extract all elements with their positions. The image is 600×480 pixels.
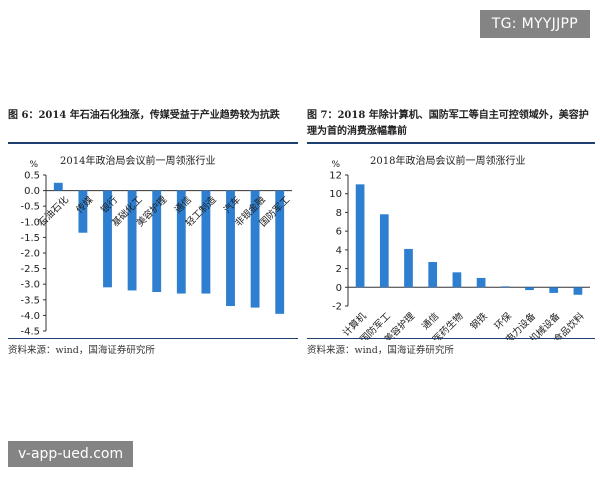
chart-2-bar: [355, 184, 365, 288]
chart-2-ytick-label: 0: [336, 283, 342, 294]
watermark-badge-bottom: v-app-ued.com: [8, 441, 134, 467]
chart-2-ytick-label: 12: [329, 171, 342, 182]
figure-7-caption: 图 7：2018 年除计算机、国防军工等自主可控领域外，美容护理为首的消费涨幅靠…: [307, 110, 589, 137]
figure-6-rule: [8, 142, 298, 144]
chart-2-bar: [525, 287, 534, 291]
chart-2-bar: [573, 287, 583, 295]
chart-2-category-label: 钢铁: [468, 310, 490, 332]
chart-1-ytick-label: -3.0: [20, 280, 40, 291]
chart-1-ytick-label: -3.5: [20, 295, 40, 306]
chart-2-bar: [452, 272, 462, 288]
chart-1-category-label: 汽车: [221, 194, 243, 216]
chart-2-bar: [500, 286, 510, 288]
chart-2-bar: [404, 248, 413, 288]
chart-2-ytick-label: 6: [336, 227, 342, 238]
chart-2-bar: [428, 262, 438, 288]
chart-2-title: 2018年政治局会议前一周领涨行业: [370, 156, 526, 167]
chart-2-ytick-label: -2: [332, 302, 342, 313]
chart-1-bar: [226, 190, 235, 307]
figure-7-rule: [307, 142, 595, 144]
chart-2-category-label: 环保: [492, 310, 514, 332]
chart-1-ytick-label: -0.5: [20, 202, 40, 213]
figure-7-bottom-rule: [307, 338, 595, 339]
chart-1-bar: [103, 190, 112, 288]
chart-1-bar: [53, 182, 63, 191]
figure-7-source: 资料来源：wind，国海证券研究所: [307, 345, 454, 356]
chart-1-ytick-label: -4.0: [20, 311, 40, 322]
chart-2-ytick-label: 2: [336, 264, 342, 275]
chart-2-bar: [379, 214, 389, 288]
chart-1-ytick-label: 0.5: [24, 171, 40, 182]
chart-1-ytick-label: 0.0: [24, 186, 40, 197]
chart-1-title: 2014年政治局会议前一周领涨行业: [60, 156, 216, 167]
chart-1-category-label: 传媒: [74, 193, 96, 215]
chart-1-category-label: 石油石化: [36, 193, 72, 229]
chart-1-bar: [127, 190, 137, 291]
chart-1-ylabel: %: [29, 160, 38, 170]
chart-1-bar: [176, 190, 186, 294]
chart-1-ytick-label: -2.0: [20, 249, 40, 260]
figure-6-source: 资料来源：wind，国海证券研究所: [8, 345, 155, 356]
chart-2-ylabel: %: [331, 160, 340, 170]
chart-1-ytick-label: -1.5: [20, 233, 40, 244]
chart-2-bar: [549, 287, 559, 293]
chart-1-bar: [250, 190, 260, 308]
figure-6-bottom-rule: [8, 338, 298, 339]
chart-1-ytick-label: -4.5: [20, 327, 40, 338]
figure-6-caption: 图 6：2014 年石油石化独涨，传媒受益于产业趋势较为抗跌: [8, 110, 280, 121]
chart-1-bar: [78, 190, 88, 233]
watermark-badge-top: TG: MYYJJPP: [479, 10, 590, 38]
chart-1-bar: [201, 190, 211, 294]
chart-2-category-label: 通信: [419, 310, 441, 332]
chart-1-bar: [152, 190, 162, 292]
chart-1-category-label: 银行: [98, 193, 120, 215]
chart-1-category-label: 通信: [172, 194, 194, 216]
chart-2-ytick-label: 4: [336, 245, 342, 256]
chart-2-ytick-label: 8: [336, 208, 342, 219]
chart-1-bar: [275, 190, 285, 314]
chart-1-ytick-label: -2.5: [20, 264, 40, 275]
chart-2-bar: [476, 277, 486, 288]
chart-1-ytick-label: -1.0: [20, 217, 40, 228]
chart-2-ytick-label: 10: [329, 189, 342, 200]
chart-1-plot: %0.5 0.0 -0.5 -1.0 -1.5 -2.0 -2.5 -3.0 -3.5 -4.0 -…: [20, 160, 292, 338]
